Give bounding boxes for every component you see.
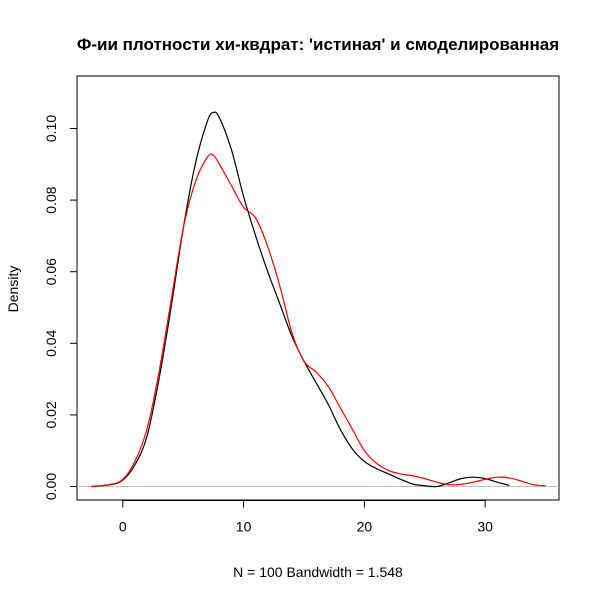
- x-tick-label: 0: [119, 519, 127, 535]
- y-tick-label: 0.04: [43, 329, 59, 356]
- simulated-density-line: [91, 153, 546, 488]
- x-tick-label: 10: [236, 519, 252, 535]
- chart-title: Ф-ии плотности хи-квдрат: 'истиная' и см…: [77, 35, 559, 54]
- x-axis-label: N = 100 Bandwidth = 1.548: [233, 564, 403, 580]
- y-tick-label: 0.00: [43, 473, 59, 500]
- x-axis: 0 10 20 30: [119, 500, 493, 535]
- y-tick-label: 0.08: [43, 186, 59, 213]
- y-tick-label: 0.06: [43, 258, 59, 285]
- true-density-line: [91, 111, 510, 488]
- series-layer: [77, 111, 559, 488]
- x-tick-label: 20: [357, 519, 373, 535]
- y-tick-label: 0.10: [43, 115, 59, 142]
- x-tick-label: 30: [477, 519, 493, 535]
- y-axis: 0.00 0.02 0.04 0.06 0.08 0.10: [43, 115, 78, 500]
- plot-frame: [76, 75, 560, 501]
- y-tick-label: 0.02: [43, 401, 59, 428]
- y-axis-label: Density: [5, 266, 21, 313]
